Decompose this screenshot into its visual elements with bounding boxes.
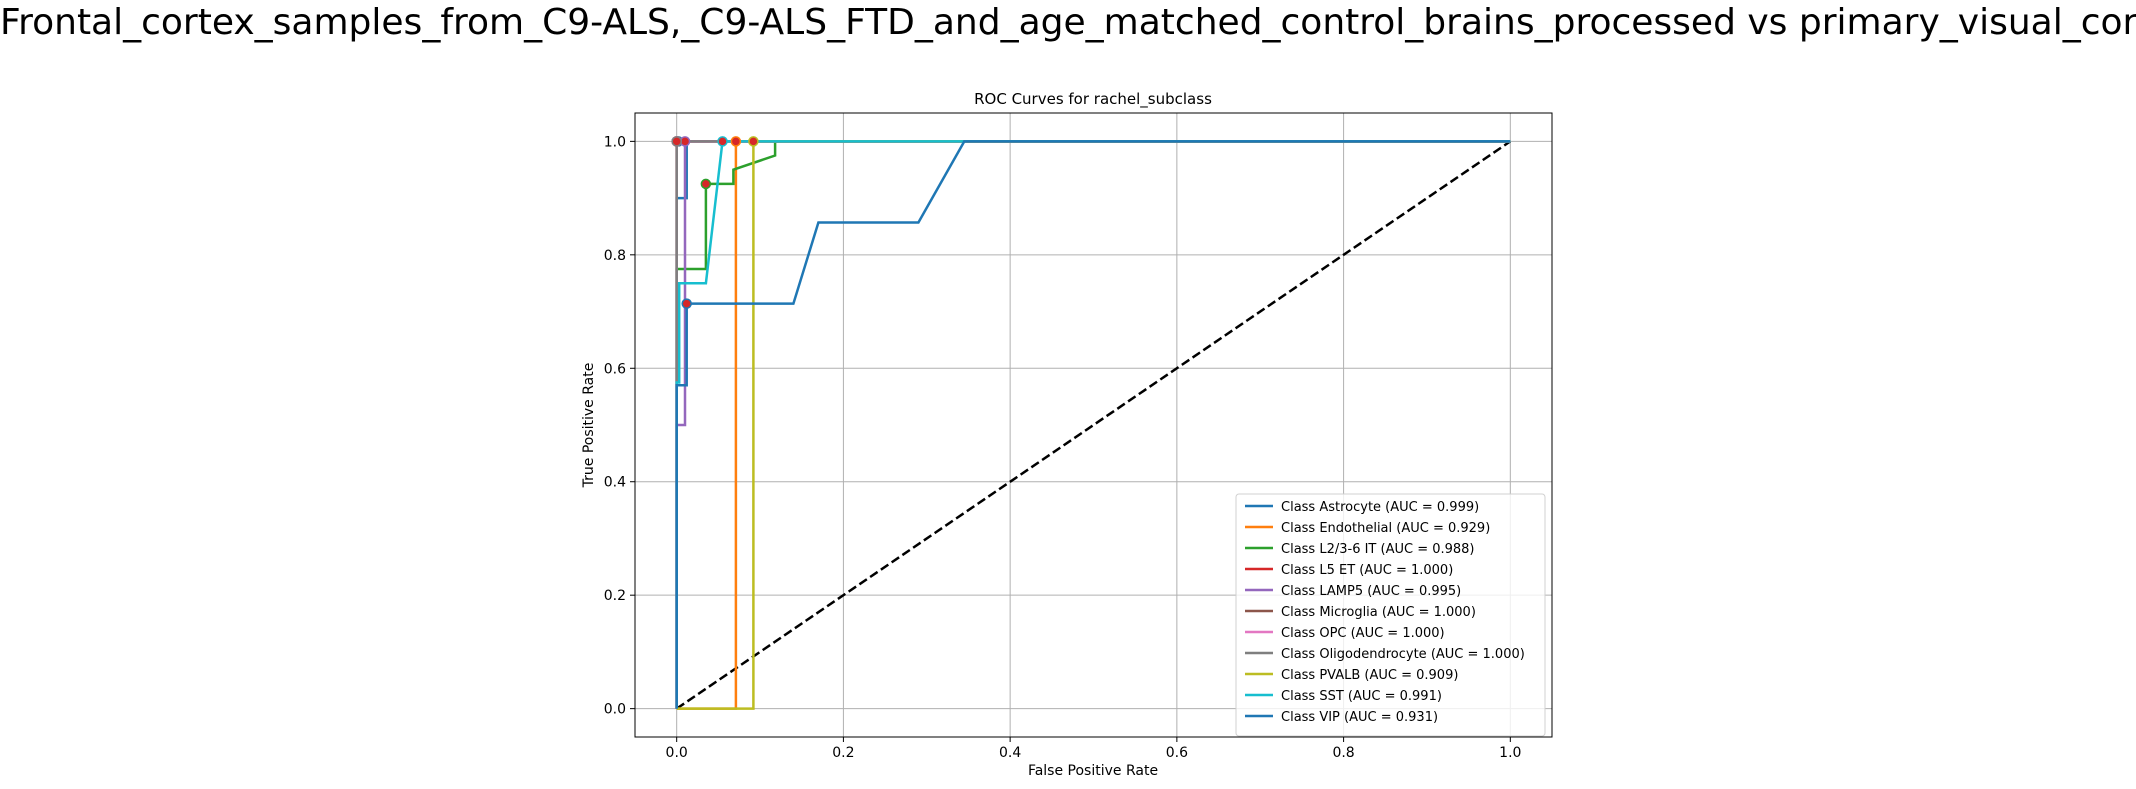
legend-label: Class Microglia (AUC = 1.000): [1281, 605, 1476, 620]
legend-label: Class Astrocyte (AUC = 0.999): [1281, 500, 1479, 515]
legend-label: Class Oligodendrocyte (AUC = 1.000): [1281, 647, 1525, 662]
threshold-marker-9: [717, 136, 728, 147]
threshold-marker-2: [700, 178, 712, 190]
legend-label: Class OPC (AUC = 1.000): [1281, 626, 1445, 641]
legend-label: Class LAMP5 (AUC = 0.995): [1281, 584, 1461, 599]
threshold-marker-1: [730, 136, 742, 147]
chance-diagonal: [675, 140, 1512, 710]
legend: Class Astrocyte (AUC = 0.999) Class Endot…: [1235, 493, 1546, 737]
legend-label: Class SST (AUC = 0.991): [1281, 689, 1442, 704]
figure-suptitle: Frontal_cortex_samples_from_C9-ALS,_C9-A…: [0, 2, 2136, 43]
x-tick-label: 0.2: [832, 745, 854, 761]
y-tick-label: 0.0: [604, 702, 626, 718]
roc-curve-2: [675, 140, 1511, 709]
threshold-marker-7: [671, 136, 682, 147]
chart-title: ROC Curves for rachel_subclass: [974, 90, 1212, 109]
legend-label: Class L5 ET (AUC = 1.000): [1281, 563, 1453, 578]
x-tick-label: 1.0: [1499, 745, 1521, 761]
y-axis-ticks: 0.0 0.2 0.4 0.6 0.8 1.0: [604, 134, 635, 718]
x-tick-label: 0.8: [1332, 745, 1354, 761]
x-axis-label: False Positive Rate: [1028, 763, 1158, 779]
y-tick-label: 1.0: [604, 134, 626, 150]
x-tick-label: 0.6: [1166, 745, 1188, 761]
grid-lines: [635, 113, 1552, 737]
y-tick-label: 0.6: [604, 361, 626, 377]
legend-label: Class VIP (AUC = 0.931): [1281, 710, 1438, 725]
legend-box: [1235, 493, 1546, 737]
diagonal-line: [675, 140, 1512, 710]
threshold-markers: [671, 136, 759, 309]
x-tick-label: 0.0: [666, 745, 688, 761]
legend-label: Class Endothelial (AUC = 0.929): [1281, 521, 1490, 536]
threshold-marker-8: [748, 136, 759, 147]
legend-label: Class PVALB (AUC = 0.909): [1281, 668, 1458, 683]
y-axis-label: True Positive Rate: [581, 363, 597, 489]
y-tick-label: 0.2: [604, 588, 626, 604]
legend-label: Class L2/3-6 IT (AUC = 0.988): [1281, 542, 1475, 557]
x-axis-ticks: 0.0 0.2 0.4 0.6 0.8 1.0: [666, 737, 1521, 761]
threshold-marker-10: [681, 298, 692, 309]
plot-frame: [634, 112, 1553, 738]
y-tick-label: 0.4: [604, 475, 626, 491]
roc-curve-10: [675, 140, 1511, 709]
x-tick-label: 0.4: [999, 745, 1021, 761]
y-tick-label: 0.8: [604, 248, 626, 264]
